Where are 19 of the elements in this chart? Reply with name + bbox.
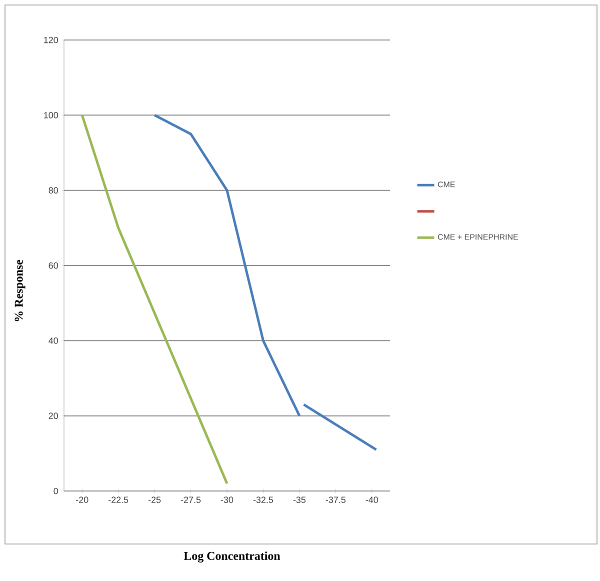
x-tick-label: -22.5 <box>108 496 128 503</box>
x-tick-label: -25 <box>148 496 161 503</box>
x-tick-label: -32.5 <box>253 496 274 503</box>
y-tick-label: 60 <box>48 262 58 269</box>
x-tick-label: -37.5 <box>326 496 346 503</box>
x-tick-label: -20 <box>76 496 88 503</box>
y-tick-label: 120 <box>44 36 58 44</box>
x-tick-label: -40 <box>366 496 378 503</box>
y-tick-label: 40 <box>48 337 58 344</box>
x-tick-label: -27.5 <box>180 496 201 503</box>
y-tick-label: 100 <box>44 112 58 118</box>
x-axis-title: Log Concentration <box>184 552 280 562</box>
y-axis-title: % Response <box>14 260 26 322</box>
x-tick-label: -30 <box>220 496 234 503</box>
y-tick-label: 20 <box>48 412 58 420</box>
y-tick-label: 0 <box>54 488 58 494</box>
y-tick-label: 80 <box>48 187 58 194</box>
x-tick-label: -35 <box>293 496 306 503</box>
line-series <box>153 114 301 418</box>
